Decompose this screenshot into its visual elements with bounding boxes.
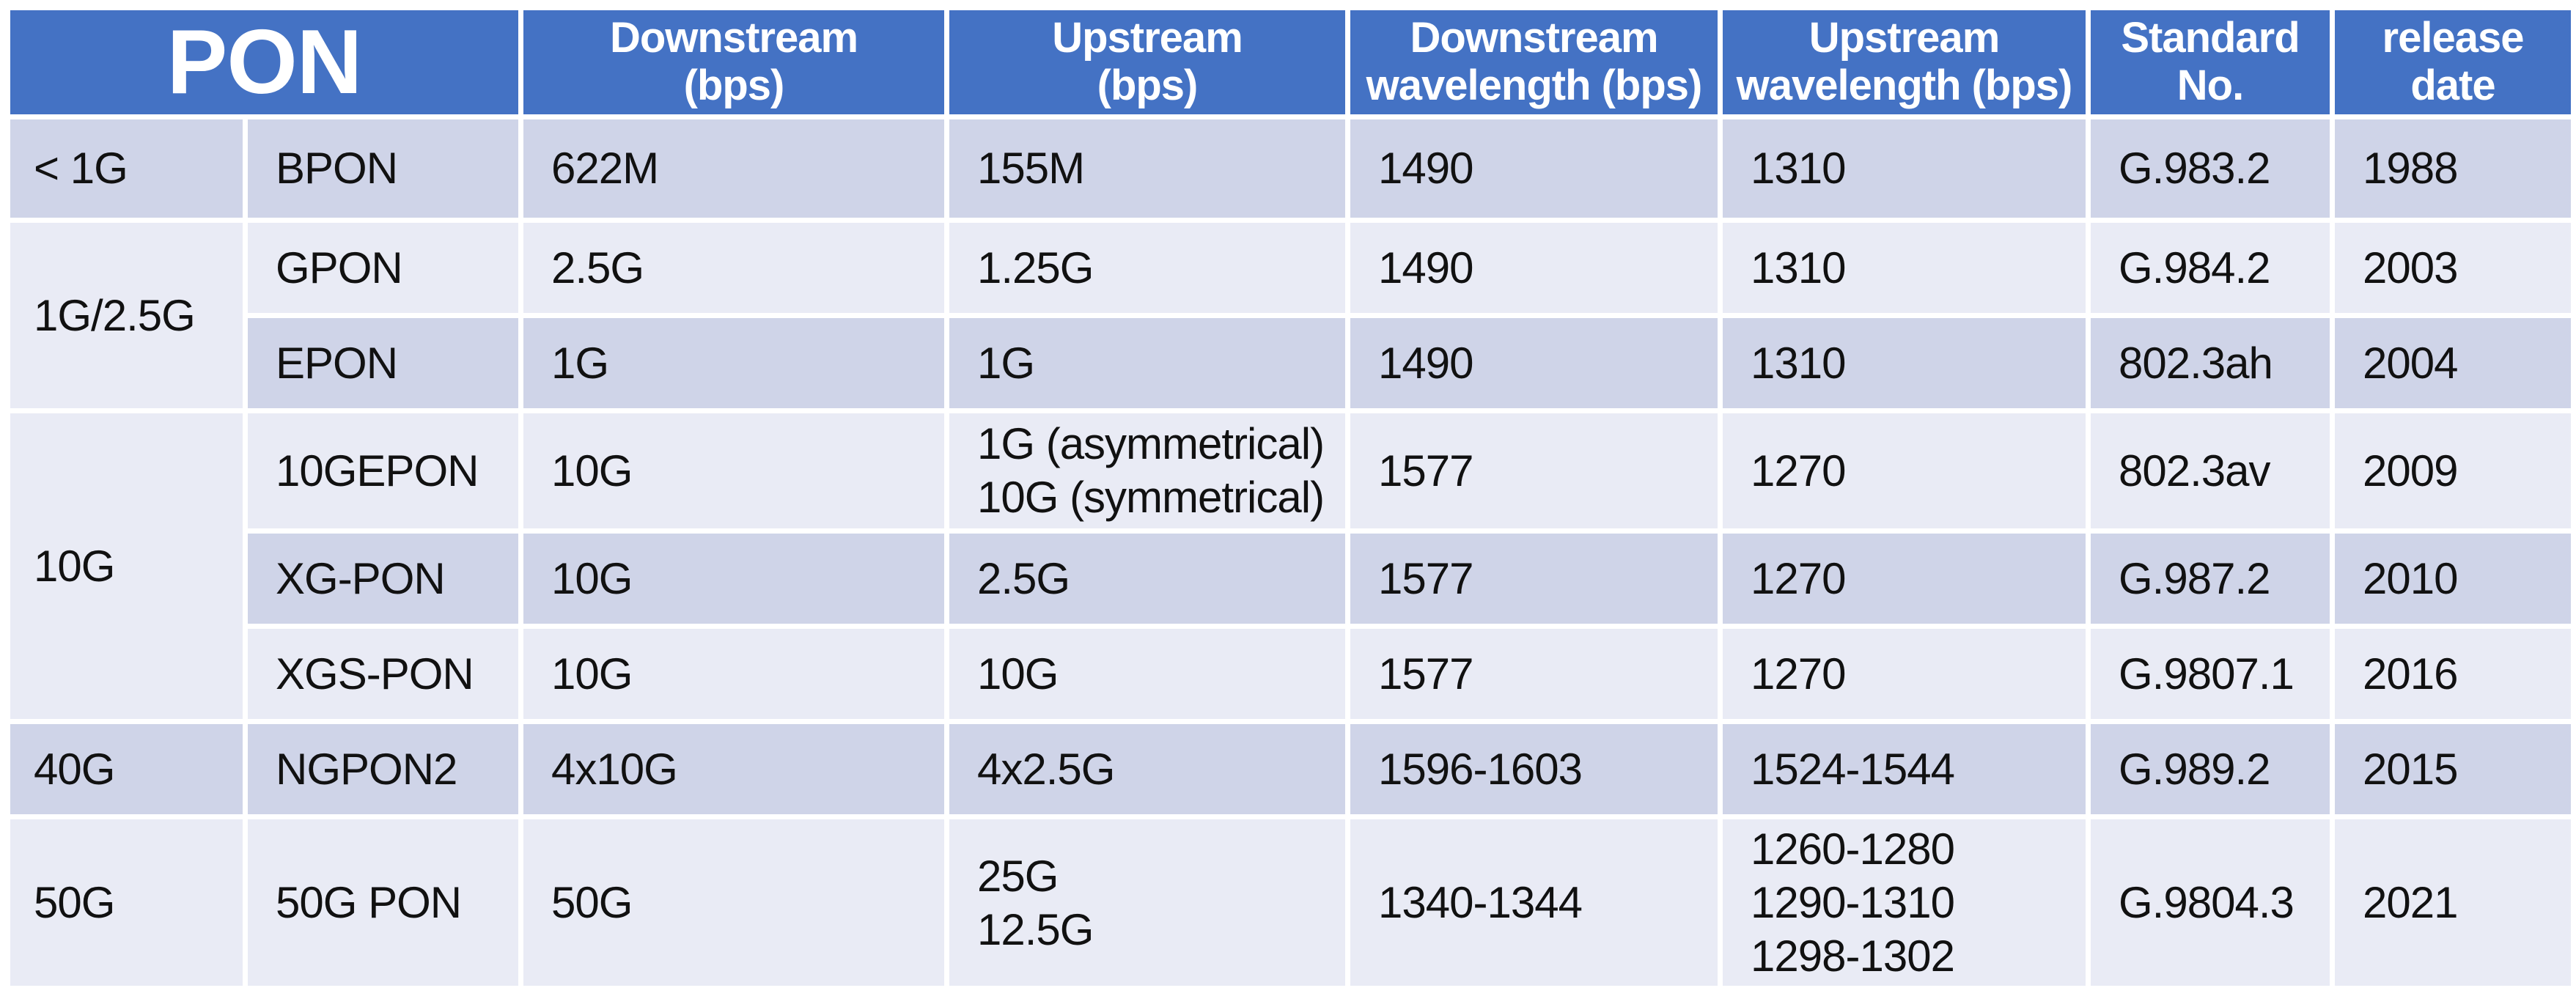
- cell-downstream-wavelength: 1490: [1345, 312, 1723, 413]
- cell-downstream: 10G: [518, 623, 949, 724]
- cell-pon-name: EPON: [243, 312, 523, 413]
- cell-upstream-wavelength: 1270: [1718, 528, 2091, 629]
- cell-pon-name: 10GEPON: [243, 407, 523, 534]
- table-row: 10G 10GEPON 10G 1G (asymmetrical) 10G (s…: [5, 407, 2576, 724]
- cell-generation: 40G: [5, 718, 248, 819]
- cell-upstream: 25G 12.5G: [944, 814, 1350, 992]
- cell-downstream-wavelength: 1340-1344: [1345, 814, 1723, 992]
- table-row: EPON 1G 1G 1490 1310 802.3ah 2004: [8, 312, 2576, 413]
- cell-upstream: 155M: [944, 114, 1350, 223]
- cell-upstream-wavelength: 1260-1280 1290-1310 1298-1302: [1718, 814, 2091, 992]
- cell-release-date: 2009: [2330, 407, 2576, 534]
- table-row: 1G/2.5G GPON 2.5G 1.25G 1490 1310 G.984.…: [5, 217, 2576, 413]
- cell-downstream: 10G: [518, 528, 949, 629]
- cell-downstream-wavelength: 1490: [1345, 114, 1723, 223]
- cell-upstream: 10G: [944, 623, 1350, 724]
- cell-pon-name: XG-PON: [243, 528, 523, 629]
- cell-standard: G.983.2: [2086, 114, 2335, 223]
- cell-downstream-wavelength: 1577: [1345, 407, 1723, 534]
- pon-standards-table: PON Downstream (bps) Upstream (bps) Down…: [5, 5, 2576, 992]
- cell-upstream: 2.5G: [944, 528, 1350, 629]
- cell-upstream: 1G: [944, 312, 1350, 413]
- cell-upstream-wavelength: 1310: [1718, 312, 2091, 413]
- cell-release-date: 2010: [2330, 528, 2576, 629]
- cell-pon-name: 50G PON: [243, 814, 523, 992]
- cell-generation: 10G: [5, 407, 248, 724]
- cell-standard: G.987.2: [2086, 528, 2335, 629]
- cell-downstream: 1G: [518, 312, 949, 413]
- cell-upstream: 4x2.5G: [944, 718, 1350, 819]
- col-header-standard-no: Standard No.: [2086, 5, 2335, 119]
- table-row: 50G 50G PON 50G 25G 12.5G 1340-1344 1260…: [5, 814, 2576, 992]
- cell-upstream-wavelength: 1524-1544: [1718, 718, 2091, 819]
- table-row: < 1G BPON 622M 155M 1490 1310 G.983.2 19…: [5, 114, 2576, 223]
- cell-standard: G.9804.3: [2086, 814, 2335, 992]
- table-row: 40G NGPON2 4x10G 4x2.5G 1596-1603 1524-1…: [5, 718, 2576, 819]
- header-row: PON Downstream (bps) Upstream (bps) Down…: [5, 5, 2576, 119]
- cell-release-date: 2003: [2330, 217, 2576, 318]
- cell-upstream-wavelength: 1310: [1718, 114, 2091, 223]
- cell-downstream: 4x10G: [518, 718, 949, 819]
- table-row: XGS-PON 10G 10G 1577 1270 G.9807.1 2016: [8, 623, 2576, 724]
- cell-downstream: 10G: [518, 407, 949, 534]
- col-header-upstream-bps: Upstream (bps): [944, 5, 1350, 119]
- cell-downstream: 622M: [518, 114, 949, 223]
- cell-downstream-wavelength: 1577: [1345, 528, 1723, 629]
- cell-downstream-wavelength: 1596-1603: [1345, 718, 1723, 819]
- cell-upstream-wavelength: 1310: [1718, 217, 2091, 318]
- cell-downstream: 2.5G: [518, 217, 949, 318]
- cell-pon-name: BPON: [243, 114, 523, 223]
- cell-release-date: 1988: [2330, 114, 2576, 223]
- cell-upstream-wavelength: 1270: [1718, 623, 2091, 724]
- col-header-downstream-wavelength: Downstream wavelength (bps): [1345, 5, 1723, 119]
- cell-pon-name: GPON: [243, 217, 523, 318]
- cell-generation: 50G: [5, 814, 248, 992]
- cell-generation: < 1G: [5, 114, 248, 223]
- cell-release-date: 2021: [2330, 814, 2576, 992]
- cell-pon-name: NGPON2: [243, 718, 523, 819]
- col-header-upstream-wavelength: Upstream wavelength (bps): [1718, 5, 2091, 119]
- cell-downstream: 50G: [518, 814, 949, 992]
- cell-standard: G.984.2: [2086, 217, 2335, 318]
- cell-standard: 802.3ah: [2086, 312, 2335, 413]
- cell-standard: G.989.2: [2086, 718, 2335, 819]
- cell-release-date: 2016: [2330, 623, 2576, 724]
- cell-release-date: 2004: [2330, 312, 2576, 413]
- cell-generation: 1G/2.5G: [5, 217, 248, 413]
- cell-upstream: 1G (asymmetrical) 10G (symmetrical): [944, 407, 1350, 534]
- col-header-pon: PON: [5, 5, 523, 119]
- col-header-release-date: release date: [2330, 5, 2576, 119]
- cell-release-date: 2015: [2330, 718, 2576, 819]
- cell-downstream-wavelength: 1577: [1345, 623, 1723, 724]
- col-header-downstream-bps: Downstream (bps): [518, 5, 949, 119]
- cell-upstream: 1.25G: [944, 217, 1350, 318]
- table-row: XG-PON 10G 2.5G 1577 1270 G.987.2 2010: [8, 528, 2576, 629]
- cell-downstream-wavelength: 1490: [1345, 217, 1723, 318]
- cell-standard: 802.3av: [2086, 407, 2335, 534]
- cell-upstream-wavelength: 1270: [1718, 407, 2091, 534]
- cell-pon-name: XGS-PON: [243, 623, 523, 724]
- cell-standard: G.9807.1: [2086, 623, 2335, 724]
